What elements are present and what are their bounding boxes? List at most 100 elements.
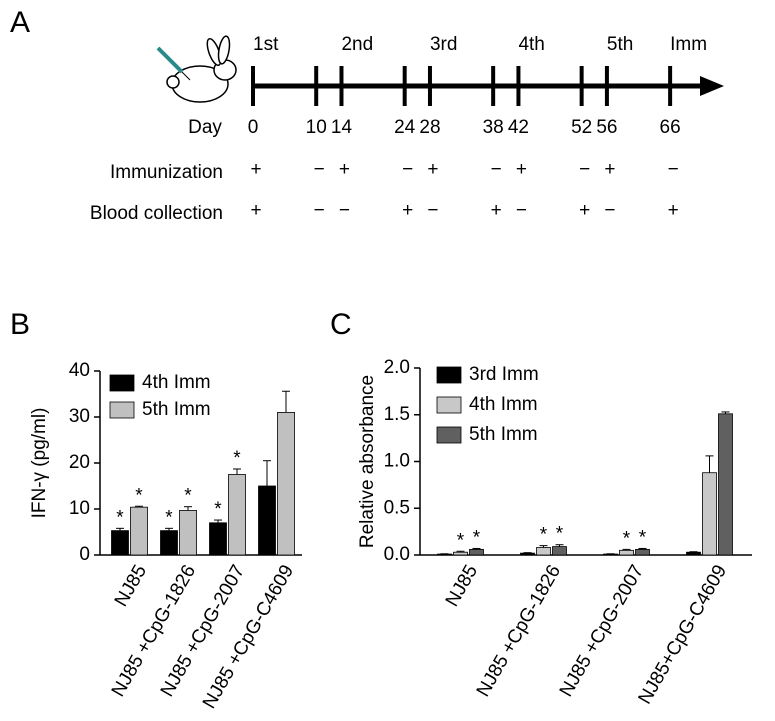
day-value: 28 [419,117,440,138]
row-mark: + [491,200,502,221]
significance-mark: * [623,528,631,549]
significance-mark: * [135,485,143,506]
bar [552,546,567,556]
bar [453,551,468,556]
legend-swatch [109,374,135,392]
y-tick-label: 0.0 [384,544,410,565]
legend-label: 5th Imm [142,399,211,420]
day-value: 52 [571,117,592,138]
y-tick-label: 0.5 [384,497,410,518]
day-value: 24 [394,117,416,138]
bar [437,553,452,556]
y-axis-title: Relative absorbance [357,375,378,548]
rabbit-icon [156,35,237,103]
bar [277,411,295,556]
panel-label: C [330,308,352,341]
day-value: 56 [596,117,617,138]
row-label: Immunization [110,162,223,183]
x-tick-label: NJ85 +CpG-C4609 [199,562,298,713]
legend-swatch [436,366,462,384]
x-tick-label: NJ85 [111,562,151,611]
bar [469,548,484,556]
panel-label: B [10,308,30,341]
significance-mark: * [556,524,564,545]
x-tick-label: NJ85 +CpG-2007 [556,562,648,701]
significance-mark: * [639,527,647,548]
row-mark: + [516,159,527,180]
bar [258,485,276,556]
bar [130,506,148,556]
row-mark: + [402,200,413,221]
y-tick-label: 40 [69,360,90,381]
row-mark: − [579,159,590,180]
bar [686,551,701,556]
event-label: 5th [607,34,633,55]
bar [209,522,227,556]
day-value: 0 [248,117,259,138]
event-label: Imm [670,34,707,55]
day-value: 14 [331,117,353,138]
significance-mark: * [165,507,173,528]
legend-label: 4th Imm [142,372,211,393]
significance-mark: * [473,527,481,548]
y-tick-label: 10 [69,498,90,519]
row-mark: + [604,159,615,180]
event-label: 4th [518,34,544,55]
row-mark: − [314,159,325,180]
row-mark: − [668,159,679,180]
row-mark: + [668,200,679,221]
bar [111,530,129,556]
bar [619,549,634,556]
row-mark: + [579,200,590,221]
event-label: 3rd [430,34,457,55]
legend-label: 3rd Imm [469,364,539,385]
row-mark: + [427,159,438,180]
y-tick-label: 1.0 [384,451,410,472]
row-mark: − [516,200,527,221]
legend-swatch [436,396,462,414]
bar [702,472,717,556]
bar [179,509,197,556]
y-tick-label: 0 [79,544,90,565]
legend-swatch [436,426,462,444]
row-mark: − [427,200,438,221]
bar [635,548,650,556]
row-mark: − [491,159,502,180]
timeline-arrow [700,76,724,96]
row-label: Blood collection [90,203,223,224]
y-tick-label: 1.5 [384,404,410,425]
row-mark: − [402,159,413,180]
significance-mark: * [233,448,241,469]
event-label: 1st [253,34,279,55]
day-value: 42 [508,117,529,138]
row-mark: − [314,200,325,221]
row-mark: − [604,200,615,221]
bar [718,413,733,556]
bar [536,547,551,556]
panel-label: A [10,6,30,39]
day-value: 66 [660,117,681,138]
bar [228,474,246,556]
row-mark: − [339,200,350,221]
day-label: Day [188,117,222,138]
significance-mark: * [457,530,465,551]
x-tick-label: NJ85+CpG-C4609 [635,562,732,708]
y-tick-label: 30 [69,406,90,427]
significance-mark: * [184,486,192,507]
legend-swatch [109,401,135,419]
event-label: 2nd [341,34,373,55]
row-mark: + [339,159,350,180]
bar [160,530,178,556]
row-mark: + [250,159,261,180]
significance-mark: * [214,499,222,520]
y-axis-title: IFN-γ (pg/ml) [29,408,50,519]
y-tick-label: 2.0 [384,357,410,378]
day-value: 10 [306,117,327,138]
legend-label: 4th Imm [469,394,538,415]
bar [603,553,618,556]
legend-label: 5th Imm [469,424,538,445]
y-tick-label: 20 [69,452,90,473]
x-tick-label: NJ85 +CpG-1826 [473,562,565,701]
significance-mark: * [116,507,124,528]
